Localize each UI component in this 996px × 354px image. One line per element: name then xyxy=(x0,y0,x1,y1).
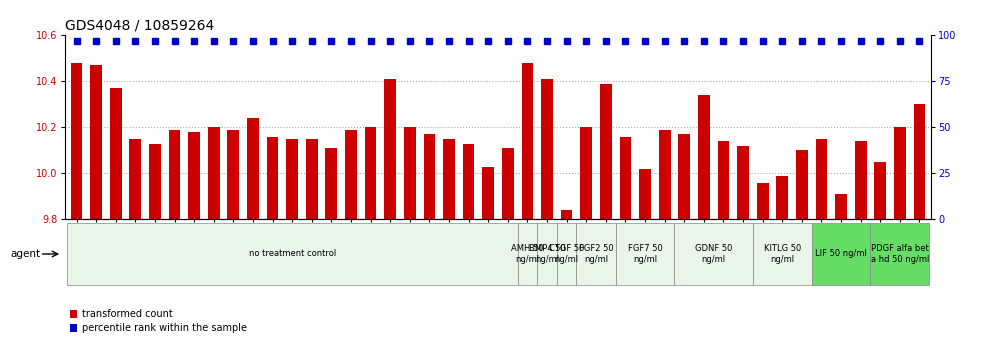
Bar xyxy=(91,65,102,354)
Text: LIF 50 ng/ml: LIF 50 ng/ml xyxy=(815,250,867,258)
Bar xyxy=(894,127,905,354)
Bar xyxy=(639,169,651,354)
Bar xyxy=(168,130,180,354)
Bar xyxy=(855,141,867,354)
Bar xyxy=(812,223,871,285)
Bar xyxy=(149,143,160,354)
Bar xyxy=(737,146,749,354)
Bar xyxy=(616,223,674,285)
Bar xyxy=(674,223,753,285)
Bar xyxy=(561,210,573,354)
Bar xyxy=(247,118,259,354)
Bar xyxy=(208,127,219,354)
Bar xyxy=(267,137,279,354)
Text: agent: agent xyxy=(10,249,40,259)
Bar xyxy=(753,223,812,285)
Bar xyxy=(678,134,690,354)
Bar xyxy=(306,139,318,354)
Bar xyxy=(577,223,616,285)
Text: no treatment control: no treatment control xyxy=(249,250,336,258)
Bar xyxy=(816,139,828,354)
Bar xyxy=(698,95,710,354)
Bar xyxy=(502,148,514,354)
Bar xyxy=(345,130,357,354)
Bar xyxy=(227,130,239,354)
Bar xyxy=(129,139,141,354)
Text: GDNF 50
ng/ml: GDNF 50 ng/ml xyxy=(695,244,732,264)
Bar xyxy=(600,84,612,354)
Bar xyxy=(286,139,298,354)
Bar xyxy=(71,63,83,354)
Bar xyxy=(423,134,435,354)
Bar xyxy=(557,223,577,285)
Bar xyxy=(326,148,338,354)
Text: CTGF 50
ng/ml: CTGF 50 ng/ml xyxy=(549,244,585,264)
Bar xyxy=(365,127,376,354)
Bar xyxy=(537,223,557,285)
Text: FGF7 50
ng/ml: FGF7 50 ng/ml xyxy=(627,244,662,264)
Bar xyxy=(871,223,929,285)
Text: GDS4048 / 10859264: GDS4048 / 10859264 xyxy=(65,19,214,33)
Text: AMH 50
ng/ml: AMH 50 ng/ml xyxy=(511,244,544,264)
Bar xyxy=(777,176,788,354)
Bar xyxy=(443,139,455,354)
Bar xyxy=(518,223,537,285)
Bar xyxy=(384,79,396,354)
Text: PDGF alfa bet
a hd 50 ng/ml: PDGF alfa bet a hd 50 ng/ml xyxy=(871,244,929,264)
Legend: transformed count, percentile rank within the sample: transformed count, percentile rank withi… xyxy=(70,309,247,333)
Bar xyxy=(404,127,415,354)
Text: KITLG 50
ng/ml: KITLG 50 ng/ml xyxy=(764,244,801,264)
Bar xyxy=(757,183,769,354)
Text: FGF2 50
ng/ml: FGF2 50 ng/ml xyxy=(579,244,614,264)
Bar xyxy=(836,194,847,354)
Bar xyxy=(463,143,474,354)
Text: BMP4 50
ng/ml: BMP4 50 ng/ml xyxy=(529,244,566,264)
Bar xyxy=(541,79,553,354)
Bar xyxy=(110,88,122,354)
Bar xyxy=(581,127,592,354)
Bar xyxy=(188,132,200,354)
Bar xyxy=(522,63,533,354)
Bar xyxy=(717,141,729,354)
Bar xyxy=(796,150,808,354)
Bar xyxy=(874,162,886,354)
Bar xyxy=(620,137,631,354)
Bar xyxy=(658,130,670,354)
Bar xyxy=(913,104,925,354)
Bar xyxy=(482,166,494,354)
Bar xyxy=(67,223,518,285)
